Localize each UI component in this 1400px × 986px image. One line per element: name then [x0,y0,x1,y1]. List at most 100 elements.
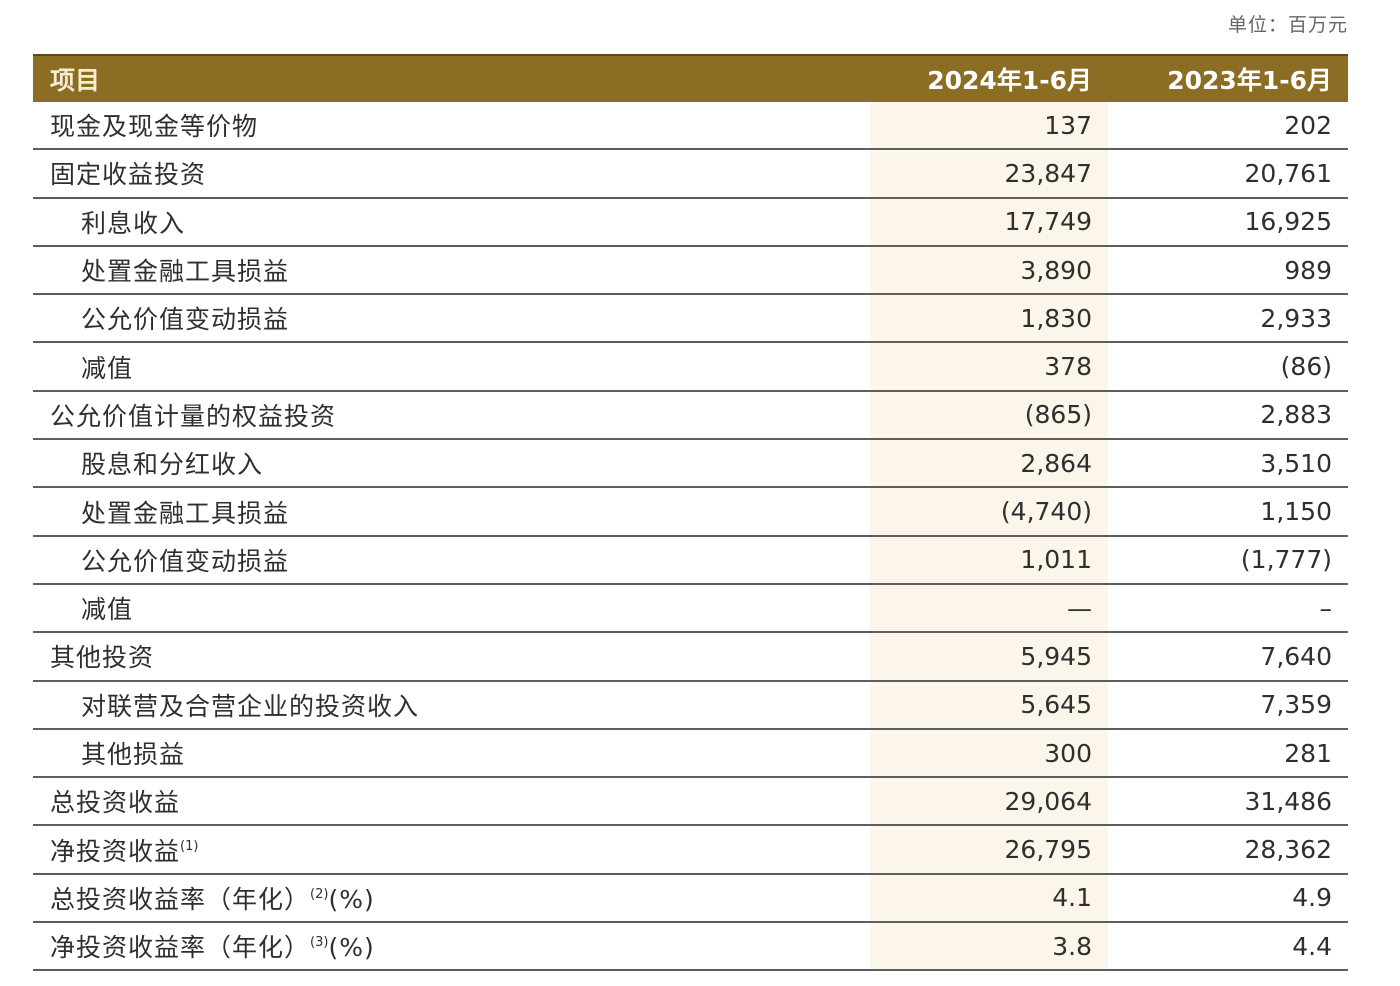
value-2024: 1,011 [1020,545,1092,575]
value-2023: 28,362 [1244,835,1332,865]
footnote-marker: (3) [310,935,329,951]
table-row: 总投资收益 29,064 31,486 [33,778,1348,827]
table-row: 总投资收益率（年化）(2)(%) 4.1 4.9 [33,875,1348,924]
footnote-marker: (2) [310,886,329,902]
value-2024: (4,740) [1000,497,1092,527]
value-2023: 202 [1284,110,1332,140]
value-2024: 23,847 [1004,158,1092,188]
row-label: 股息和分红收入 [33,445,870,481]
value-2024: — [1067,593,1092,623]
row-label: 处置金融工具损益 [33,494,870,530]
value-2024: 5,645 [1020,690,1092,720]
table-row: 固定收益投资 23,847 20,761 [33,150,1348,199]
table-body: 现金及现金等价物 137 202 固定收益投资 23,847 20,761 利息收入 17,7… [33,102,1348,972]
row-label-text: 减值 [81,595,134,625]
row-label: 利息收入 [33,204,870,240]
row-label-text: 现金及现金等价物 [50,112,259,142]
table-row: 减值 — – [33,585,1348,634]
value-2024: 26,795 [1004,835,1092,865]
value-2023: 2,883 [1260,400,1332,430]
value-2023: 31,486 [1244,786,1332,816]
value-2023: 281 [1284,738,1332,768]
value-2024: 29,064 [1004,786,1092,816]
table-row: 处置金融工具损益 (4,740) 1,150 [33,488,1348,537]
value-2023: 3,510 [1260,448,1332,478]
table-header: 项目 2024年1-6月 2023年1-6月 [33,54,1348,102]
row-label: 其他投资 [33,638,870,674]
table-row: 现金及现金等价物 137 202 [33,102,1348,151]
row-label-text: 净投资收益率（年化） [50,933,311,963]
value-2023: 4.9 [1292,883,1332,913]
row-label: 净投资收益(1) [33,832,870,868]
value-2024: 300 [1044,738,1092,768]
table-row: 其他投资 5,945 7,640 [33,633,1348,682]
row-label: 现金及现金等价物 [33,107,870,143]
row-label-suffix: (%) [328,884,375,914]
header-2024: 2024年1-6月 [927,66,1092,95]
value-2024: 1,830 [1020,303,1092,333]
table-row: 减值 378 (86) [33,343,1348,392]
header-2023: 2023年1-6月 [1167,66,1332,95]
value-2023: 7,359 [1260,690,1332,720]
header-item: 项目 [50,66,101,95]
value-2024: 378 [1044,352,1092,382]
value-2023: (86) [1280,352,1332,382]
value-2023: 20,761 [1244,158,1332,188]
row-label-text: 固定收益投资 [50,160,207,190]
row-label-text: 减值 [81,353,134,383]
row-label: 其他损益 [33,735,870,771]
value-2023: 16,925 [1244,207,1332,237]
investment-income-table: 项目 2024年1-6月 2023年1-6月 现金及现金等价物 137 202 固定收… [33,54,1348,972]
row-label-text: 处置金融工具损益 [81,498,290,528]
table-row: 公允价值计量的权益投资 (865) 2,883 [33,392,1348,441]
value-2023: 2,933 [1260,303,1332,333]
value-2024: (865) [1024,400,1092,430]
table-row: 利息收入 17,749 16,925 [33,199,1348,247]
table-row: 处置金融工具损益 3,890 989 [33,247,1348,296]
row-label-text: 其他损益 [81,740,186,769]
table-row: 股息和分红收入 2,864 3,510 [33,440,1348,489]
row-label-text: 总投资收益率（年化） [50,884,311,914]
value-2024: 3,890 [1020,255,1092,285]
row-label-text: 处置金融工具损益 [81,257,290,287]
table-row: 公允价值变动损益 1,830 2,933 [33,295,1348,344]
table-row: 净投资收益(1) 26,795 28,362 [33,826,1348,875]
row-label-text: 总投资收益 [50,788,181,818]
row-label-text: 公允价值计量的权益投资 [50,401,337,431]
row-label: 减值 [33,590,870,626]
value-2023: 1,150 [1260,497,1332,527]
value-2023: (1,777) [1240,545,1332,575]
row-label-text: 其他投资 [50,643,155,673]
row-label-text: 利息收入 [81,208,186,238]
row-label: 固定收益投资 [33,155,870,191]
value-2024: 17,749 [1004,207,1092,237]
row-label: 总投资收益 [33,783,870,819]
value-2024: 4.1 [1052,883,1092,913]
row-label: 公允价值变动损益 [33,542,870,578]
value-2024: 3.8 [1052,931,1092,961]
value-2023: 7,640 [1260,641,1332,671]
row-label-suffix: (%) [328,933,375,963]
value-2023: – [1319,593,1333,623]
unit-label: 单位：百万元 [1227,14,1348,36]
row-label: 总投资收益率（年化）(2)(%) [33,880,870,916]
table-row: 其他损益 300 281 [33,730,1348,779]
row-label: 减值 [33,349,870,385]
value-2024: 137 [1044,110,1092,140]
footnote-marker: (1) [180,838,199,854]
value-2023: 4.4 [1292,931,1332,961]
row-label-text: 公允价值变动损益 [81,546,290,576]
value-2023: 989 [1284,255,1332,285]
row-label: 处置金融工具损益 [33,252,870,288]
table-row: 公允价值变动损益 1,011 (1,777) [33,537,1348,585]
row-label: 公允价值变动损益 [33,300,870,336]
value-2024: 2,864 [1020,448,1092,478]
highlight-column-2024 [870,102,1108,972]
table-row: 净投资收益率（年化）(3)(%) 3.8 4.4 [33,923,1348,972]
row-label: 净投资收益率（年化）(3)(%) [33,928,870,964]
row-label-text: 股息和分红收入 [81,450,264,480]
table-row: 对联营及合营企业的投资收入 5,645 7,359 [33,682,1348,730]
row-label: 对联营及合营企业的投资收入 [33,687,870,723]
value-2024: 5,945 [1020,641,1092,671]
row-label-text: 公允价值变动损益 [81,305,290,335]
